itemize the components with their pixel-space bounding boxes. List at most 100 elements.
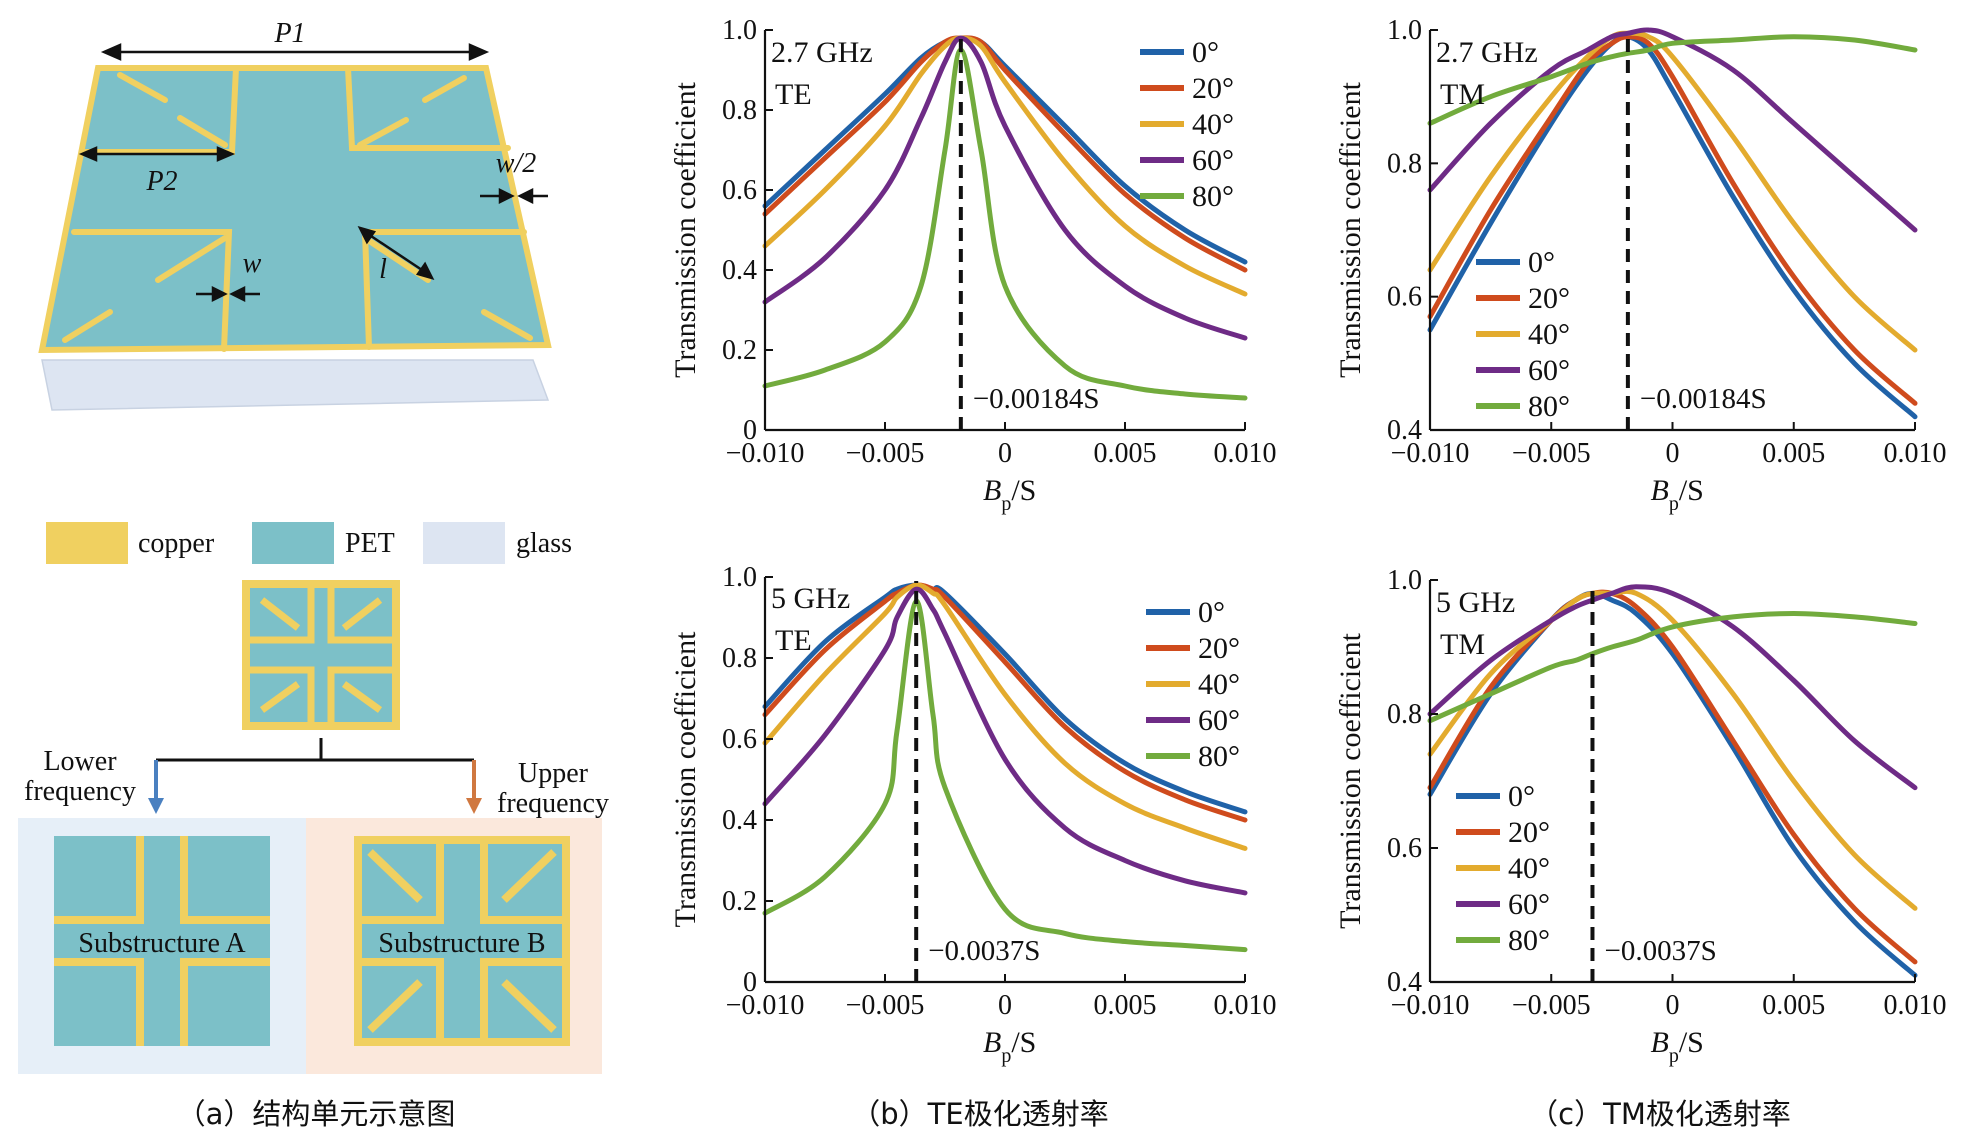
legend-label-3: 60° bbox=[1192, 144, 1234, 177]
legend-label-4: 80° bbox=[1192, 180, 1234, 213]
y-tick-label: 0.6 bbox=[722, 175, 757, 206]
x-axis-label: Bp/S bbox=[983, 474, 1036, 515]
x-tick-label: 0.010 bbox=[1214, 990, 1277, 1021]
x-tick-label: −0.010 bbox=[726, 438, 805, 469]
legend-label-2: 40° bbox=[1528, 318, 1570, 351]
substructure-b-graphic bbox=[354, 836, 570, 1046]
chart-te-2-7ghz: −0.00184S −0.010 −0.005 0 0.005 0.010 0 0.2 0.4 0… bbox=[669, 15, 1277, 515]
legend-label-1: 20° bbox=[1198, 632, 1240, 665]
y-tick-label: 0.4 bbox=[722, 805, 757, 836]
legend-swatch-copper bbox=[46, 522, 128, 564]
legend-label-1: 20° bbox=[1508, 816, 1550, 849]
copper-border bbox=[38, 65, 552, 354]
x-tick-label: 0.005 bbox=[1094, 990, 1157, 1021]
chart-subtitle: TE bbox=[775, 624, 812, 657]
chart-subtitle: TE bbox=[775, 78, 812, 111]
marker-label: −0.00184S bbox=[1640, 383, 1767, 415]
chart-title: 5 GHz bbox=[771, 582, 850, 615]
x-axis-label: Bp/S bbox=[1651, 474, 1704, 515]
marker-label: −0.00184S bbox=[973, 383, 1100, 415]
y-tick-label: 0.8 bbox=[1387, 699, 1422, 730]
label-w: w bbox=[243, 248, 262, 279]
series-line-3 bbox=[762, 586, 1248, 896]
y-tick-label: 0.8 bbox=[722, 643, 757, 674]
caption-c: （c）TM极化透射率 bbox=[1529, 1097, 1791, 1131]
y-tick-label: 0.2 bbox=[722, 886, 757, 917]
legend-label-3: 60° bbox=[1508, 888, 1550, 921]
x-tick-label: 0 bbox=[998, 990, 1012, 1021]
series-line-2 bbox=[762, 582, 1248, 851]
x-tick-label: 0 bbox=[998, 438, 1012, 469]
series-line-4 bbox=[762, 47, 1248, 401]
y-tick-label: 1.0 bbox=[722, 562, 757, 593]
legend-label-2: 40° bbox=[1192, 108, 1234, 141]
x-tick-label: 0.010 bbox=[1884, 990, 1947, 1021]
y-tick-label: 1.0 bbox=[722, 15, 757, 46]
series-line-1 bbox=[762, 35, 1248, 273]
upper-frequency-line2: frequency bbox=[497, 788, 609, 819]
y-axis-label: Transmission coefficient bbox=[669, 81, 702, 377]
series-line-4 bbox=[1427, 611, 1918, 724]
label-p1: P1 bbox=[273, 18, 305, 49]
label-p2: P2 bbox=[145, 166, 177, 197]
upper-frequency-line1: Upper bbox=[518, 758, 589, 789]
material-legend: copper PET glass bbox=[46, 522, 572, 564]
legend-label-0: 0° bbox=[1508, 780, 1535, 813]
legend-label-glass: glass bbox=[516, 528, 572, 559]
legend-label-0: 0° bbox=[1528, 246, 1555, 279]
x-tick-label: −0.010 bbox=[1391, 438, 1470, 469]
chart-subtitle: TM bbox=[1440, 78, 1485, 111]
legend-label-3: 60° bbox=[1528, 354, 1570, 387]
chart-subtitle: TM bbox=[1440, 628, 1485, 661]
y-tick-label: 0.4 bbox=[1387, 415, 1422, 446]
chart-tm-2-7ghz: −0.00184S −0.010 −0.005 0 0.005 0.010 0.4 0.6 0.… bbox=[1334, 15, 1947, 515]
series-line-2 bbox=[762, 35, 1248, 297]
pet-surface bbox=[42, 68, 548, 350]
y-tick-label: 0.8 bbox=[722, 95, 757, 126]
series-line-2 bbox=[1427, 588, 1918, 911]
legend-label-copper: copper bbox=[138, 528, 215, 559]
y-tick-label: 0.6 bbox=[1387, 833, 1422, 864]
y-axis-label: Transmission coefficient bbox=[1334, 632, 1367, 928]
series-line-1 bbox=[1427, 34, 1918, 406]
legend-label-0: 0° bbox=[1198, 596, 1225, 629]
y-tick-label: 0.8 bbox=[1387, 148, 1422, 179]
chart-title: 2.7 GHz bbox=[1436, 36, 1538, 69]
lower-frequency-line2: frequency bbox=[24, 776, 136, 807]
legend-swatch-glass bbox=[423, 522, 505, 564]
dimension-arrows bbox=[78, 43, 548, 303]
chart-title: 2.7 GHz bbox=[771, 36, 873, 69]
series-line-0 bbox=[1427, 33, 1918, 420]
x-tick-label: −0.005 bbox=[846, 438, 925, 469]
y-tick-label: 0.6 bbox=[1387, 282, 1422, 313]
series-line-1 bbox=[762, 582, 1248, 823]
y-tick-label: 0.6 bbox=[722, 724, 757, 755]
x-tick-label: 0 bbox=[1666, 990, 1680, 1021]
x-tick-label: −0.005 bbox=[1512, 438, 1591, 469]
marker-label: −0.0037S bbox=[928, 935, 1040, 967]
legend-label-0: 0° bbox=[1192, 36, 1219, 69]
x-tick-label: −0.005 bbox=[846, 990, 925, 1021]
legend-label-3: 60° bbox=[1198, 704, 1240, 737]
series-line-4 bbox=[762, 598, 1248, 953]
series-line-3 bbox=[1427, 584, 1918, 791]
legend-label-2: 40° bbox=[1508, 852, 1550, 885]
substructure-b-label: Substructure B bbox=[378, 928, 545, 959]
chart-tm-5ghz: −0.0037S −0.010 −0.005 0 0.005 0.010 0.4 0.6 0.8… bbox=[1334, 565, 1947, 1067]
x-axis-label: Bp/S bbox=[983, 1026, 1036, 1067]
y-axis-label: Transmission coefficient bbox=[1334, 81, 1367, 377]
y-axis-label: Transmission coefficient bbox=[669, 631, 702, 927]
x-tick-label: 0.005 bbox=[1762, 990, 1825, 1021]
small-unit-cell bbox=[242, 580, 400, 730]
chart-te-5ghz: −0.0037S −0.010 −0.005 0 0.005 0.010 0 0.2 0.4 0.… bbox=[669, 562, 1277, 1067]
y-tick-label: 0.4 bbox=[1387, 967, 1422, 998]
chart-title: 5 GHz bbox=[1436, 586, 1515, 619]
substructure-a-label: Substructure A bbox=[78, 928, 246, 959]
x-tick-label: −0.005 bbox=[1512, 990, 1591, 1021]
x-tick-label: 0.005 bbox=[1762, 438, 1825, 469]
series-line-2 bbox=[1427, 30, 1918, 353]
panel-a: P1 P2 w/2 w l copper PET glass bbox=[18, 18, 609, 1131]
legend-label-1: 20° bbox=[1192, 72, 1234, 105]
glass-slab-front bbox=[41, 359, 550, 411]
